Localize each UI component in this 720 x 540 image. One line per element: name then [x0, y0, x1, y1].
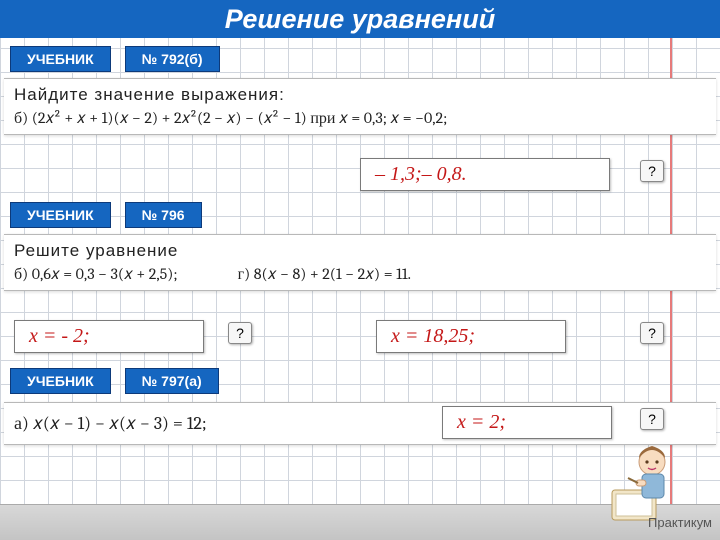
- hint-button[interactable]: ?: [640, 160, 664, 182]
- page-title: Решение уравнений: [0, 0, 720, 38]
- section-3-tags: УЧЕБНИК № 797(а): [10, 368, 229, 394]
- slide: Решение уравнений УЧЕБНИК № 792(б) Найди…: [0, 0, 720, 540]
- footer-label: Практикум: [648, 515, 712, 530]
- task-1-heading: Найдите значение выражения:: [14, 85, 706, 105]
- problem-number-tag: № 796: [125, 202, 202, 228]
- problem-number-tag: № 797(а): [125, 368, 219, 394]
- task-1-strip: Найдите значение выражения: б) (2𝑥² + 𝑥 …: [4, 78, 716, 135]
- task-2-answer-g: х = 18,25;: [376, 320, 566, 353]
- student-illustration: [608, 438, 678, 524]
- problem-number-tag: № 792(б): [125, 46, 220, 72]
- hint-button[interactable]: ?: [228, 322, 252, 344]
- task-2-heading: Решите уравнение: [14, 241, 706, 261]
- hint-button[interactable]: ?: [640, 408, 664, 430]
- textbook-tag: УЧЕБНИК: [10, 46, 111, 72]
- textbook-tag: УЧЕБНИК: [10, 202, 111, 228]
- task-1-answer: – 1,3;– 0,8.: [360, 158, 610, 191]
- task-3-answer: х = 2;: [442, 406, 612, 439]
- hint-button[interactable]: ?: [640, 322, 664, 344]
- task-2-answer-b: х = - 2;: [14, 320, 204, 353]
- task-1-formula: б) (2𝑥² + 𝑥 + 1)(𝑥 − 2) + 2𝑥²(2 − 𝑥) − (…: [14, 109, 706, 128]
- task-2-strip: Решите уравнение б) 0,6𝑥 = 0,3 − 3(𝑥 + 2…: [4, 234, 716, 291]
- textbook-tag: УЧЕБНИК: [10, 368, 111, 394]
- section-1-tags: УЧЕБНИК № 792(б): [10, 46, 230, 72]
- task-2-formula-b: б) 0,6𝑥 = 0,3 − 3(𝑥 + 2,5);: [14, 265, 178, 284]
- section-2-tags: УЧЕБНИК № 796: [10, 202, 212, 228]
- task-2-formula-g: г) 8(𝑥 − 8) + 2(1 − 2𝑥) = 11.: [238, 265, 411, 284]
